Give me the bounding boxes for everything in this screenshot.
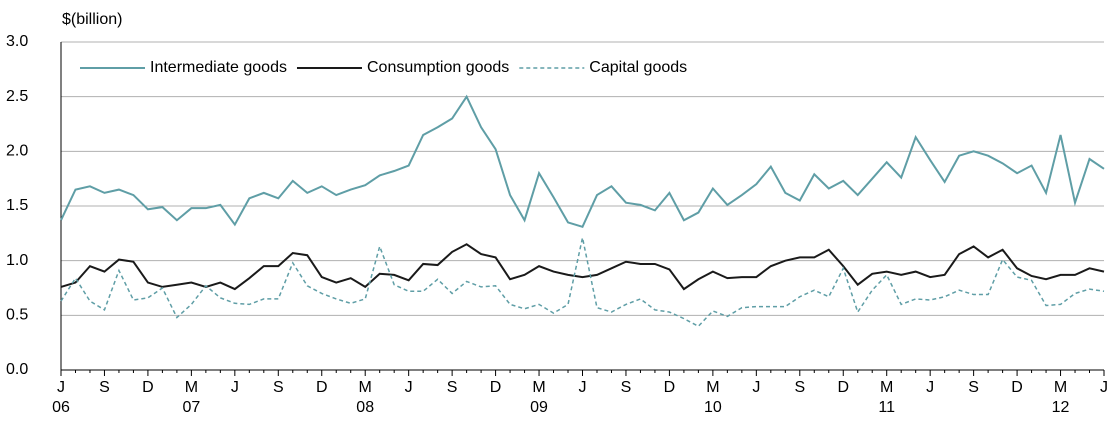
x-tick-label: J xyxy=(579,379,587,396)
x-year-label: 07 xyxy=(182,399,200,416)
legend-label: Consumption goods xyxy=(367,59,509,76)
x-year-label: 11 xyxy=(878,399,895,416)
y-tick-label: 3.0 xyxy=(6,33,28,50)
x-year-label: 08 xyxy=(356,399,374,416)
legend-label: Intermediate goods xyxy=(150,59,287,76)
x-tick-label: D xyxy=(142,379,154,396)
x-year-label: 12 xyxy=(1052,399,1070,416)
y-axis-label: $(billion) xyxy=(62,11,122,28)
x-tick-label: J xyxy=(752,379,760,396)
series-line xyxy=(60,243,1105,291)
x-tick-label: M xyxy=(359,379,372,396)
x-year-label: 10 xyxy=(704,399,722,416)
x-tick-label: J xyxy=(231,379,239,396)
x-tick-label: S xyxy=(968,379,979,396)
series-line xyxy=(60,94,1105,228)
x-tick-label: J xyxy=(926,379,934,396)
x-tick-label: D xyxy=(1011,379,1023,396)
x-year-label: 09 xyxy=(530,399,548,416)
x-tick-label: J xyxy=(1100,379,1108,396)
x-tick-label: S xyxy=(447,379,458,396)
y-tick-label: 0.5 xyxy=(6,307,28,324)
y-tick-label: 2.5 xyxy=(6,88,28,105)
x-tick-label: M xyxy=(880,379,893,396)
y-tick-label: 1.0 xyxy=(6,252,28,269)
y-tick-label: 0.0 xyxy=(6,361,28,378)
x-tick-label: J xyxy=(405,379,413,396)
x-tick-label: D xyxy=(837,379,849,396)
series-line xyxy=(60,237,1105,328)
x-tick-label: M xyxy=(1054,379,1067,396)
x-tick-label: S xyxy=(794,379,805,396)
x-tick-label: D xyxy=(490,379,502,396)
y-tick-label: 1.5 xyxy=(6,197,28,214)
x-tick-label: D xyxy=(316,379,328,396)
x-tick-label: M xyxy=(706,379,719,396)
x-tick-label: M xyxy=(185,379,198,396)
x-tick-label: S xyxy=(99,379,110,396)
legend-label: Capital goods xyxy=(589,59,687,76)
y-tick-label: 2.0 xyxy=(6,143,28,160)
x-tick-label: S xyxy=(273,379,284,396)
x-tick-label: J xyxy=(57,379,65,396)
x-tick-label: M xyxy=(532,379,545,396)
x-tick-label: D xyxy=(664,379,676,396)
x-year-label: 06 xyxy=(52,399,70,416)
x-tick-label: S xyxy=(621,379,632,396)
